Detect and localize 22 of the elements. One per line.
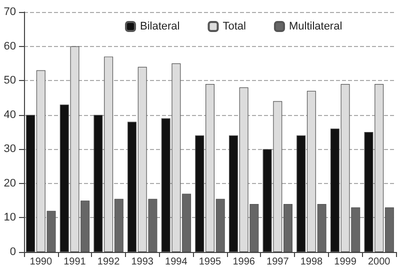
- x-tick-label: 1994: [165, 256, 188, 268]
- y-tick-label: 0: [10, 246, 16, 258]
- legend-label: Total: [222, 20, 246, 32]
- legend-label: Multilateral: [288, 20, 342, 32]
- x-tick-label: 1997: [266, 256, 290, 268]
- x-tick-label: 1995: [198, 256, 222, 268]
- x-tick-label: 1999: [334, 256, 357, 268]
- x-tick-label: 1998: [300, 256, 324, 268]
- x-tick-label: 1990: [30, 256, 52, 268]
- y-tick-label: 50: [4, 74, 16, 87]
- x-tick-label: 1992: [97, 256, 120, 268]
- y-tick-label: 70: [4, 6, 16, 18]
- x-tick-label: 1996: [232, 256, 256, 268]
- x-tick-label: 2000: [368, 256, 391, 268]
- x-tick-label: 1993: [131, 256, 154, 268]
- y-tick-label: 10: [4, 212, 16, 224]
- y-tick-label: 20: [4, 177, 16, 190]
- y-tick-label: 40: [4, 108, 16, 121]
- x-tick-label: 1991: [64, 256, 86, 268]
- y-tick-label: 30: [4, 143, 16, 156]
- y-tick-label: 60: [4, 40, 16, 52]
- legend-label: Bilateral: [140, 20, 180, 32]
